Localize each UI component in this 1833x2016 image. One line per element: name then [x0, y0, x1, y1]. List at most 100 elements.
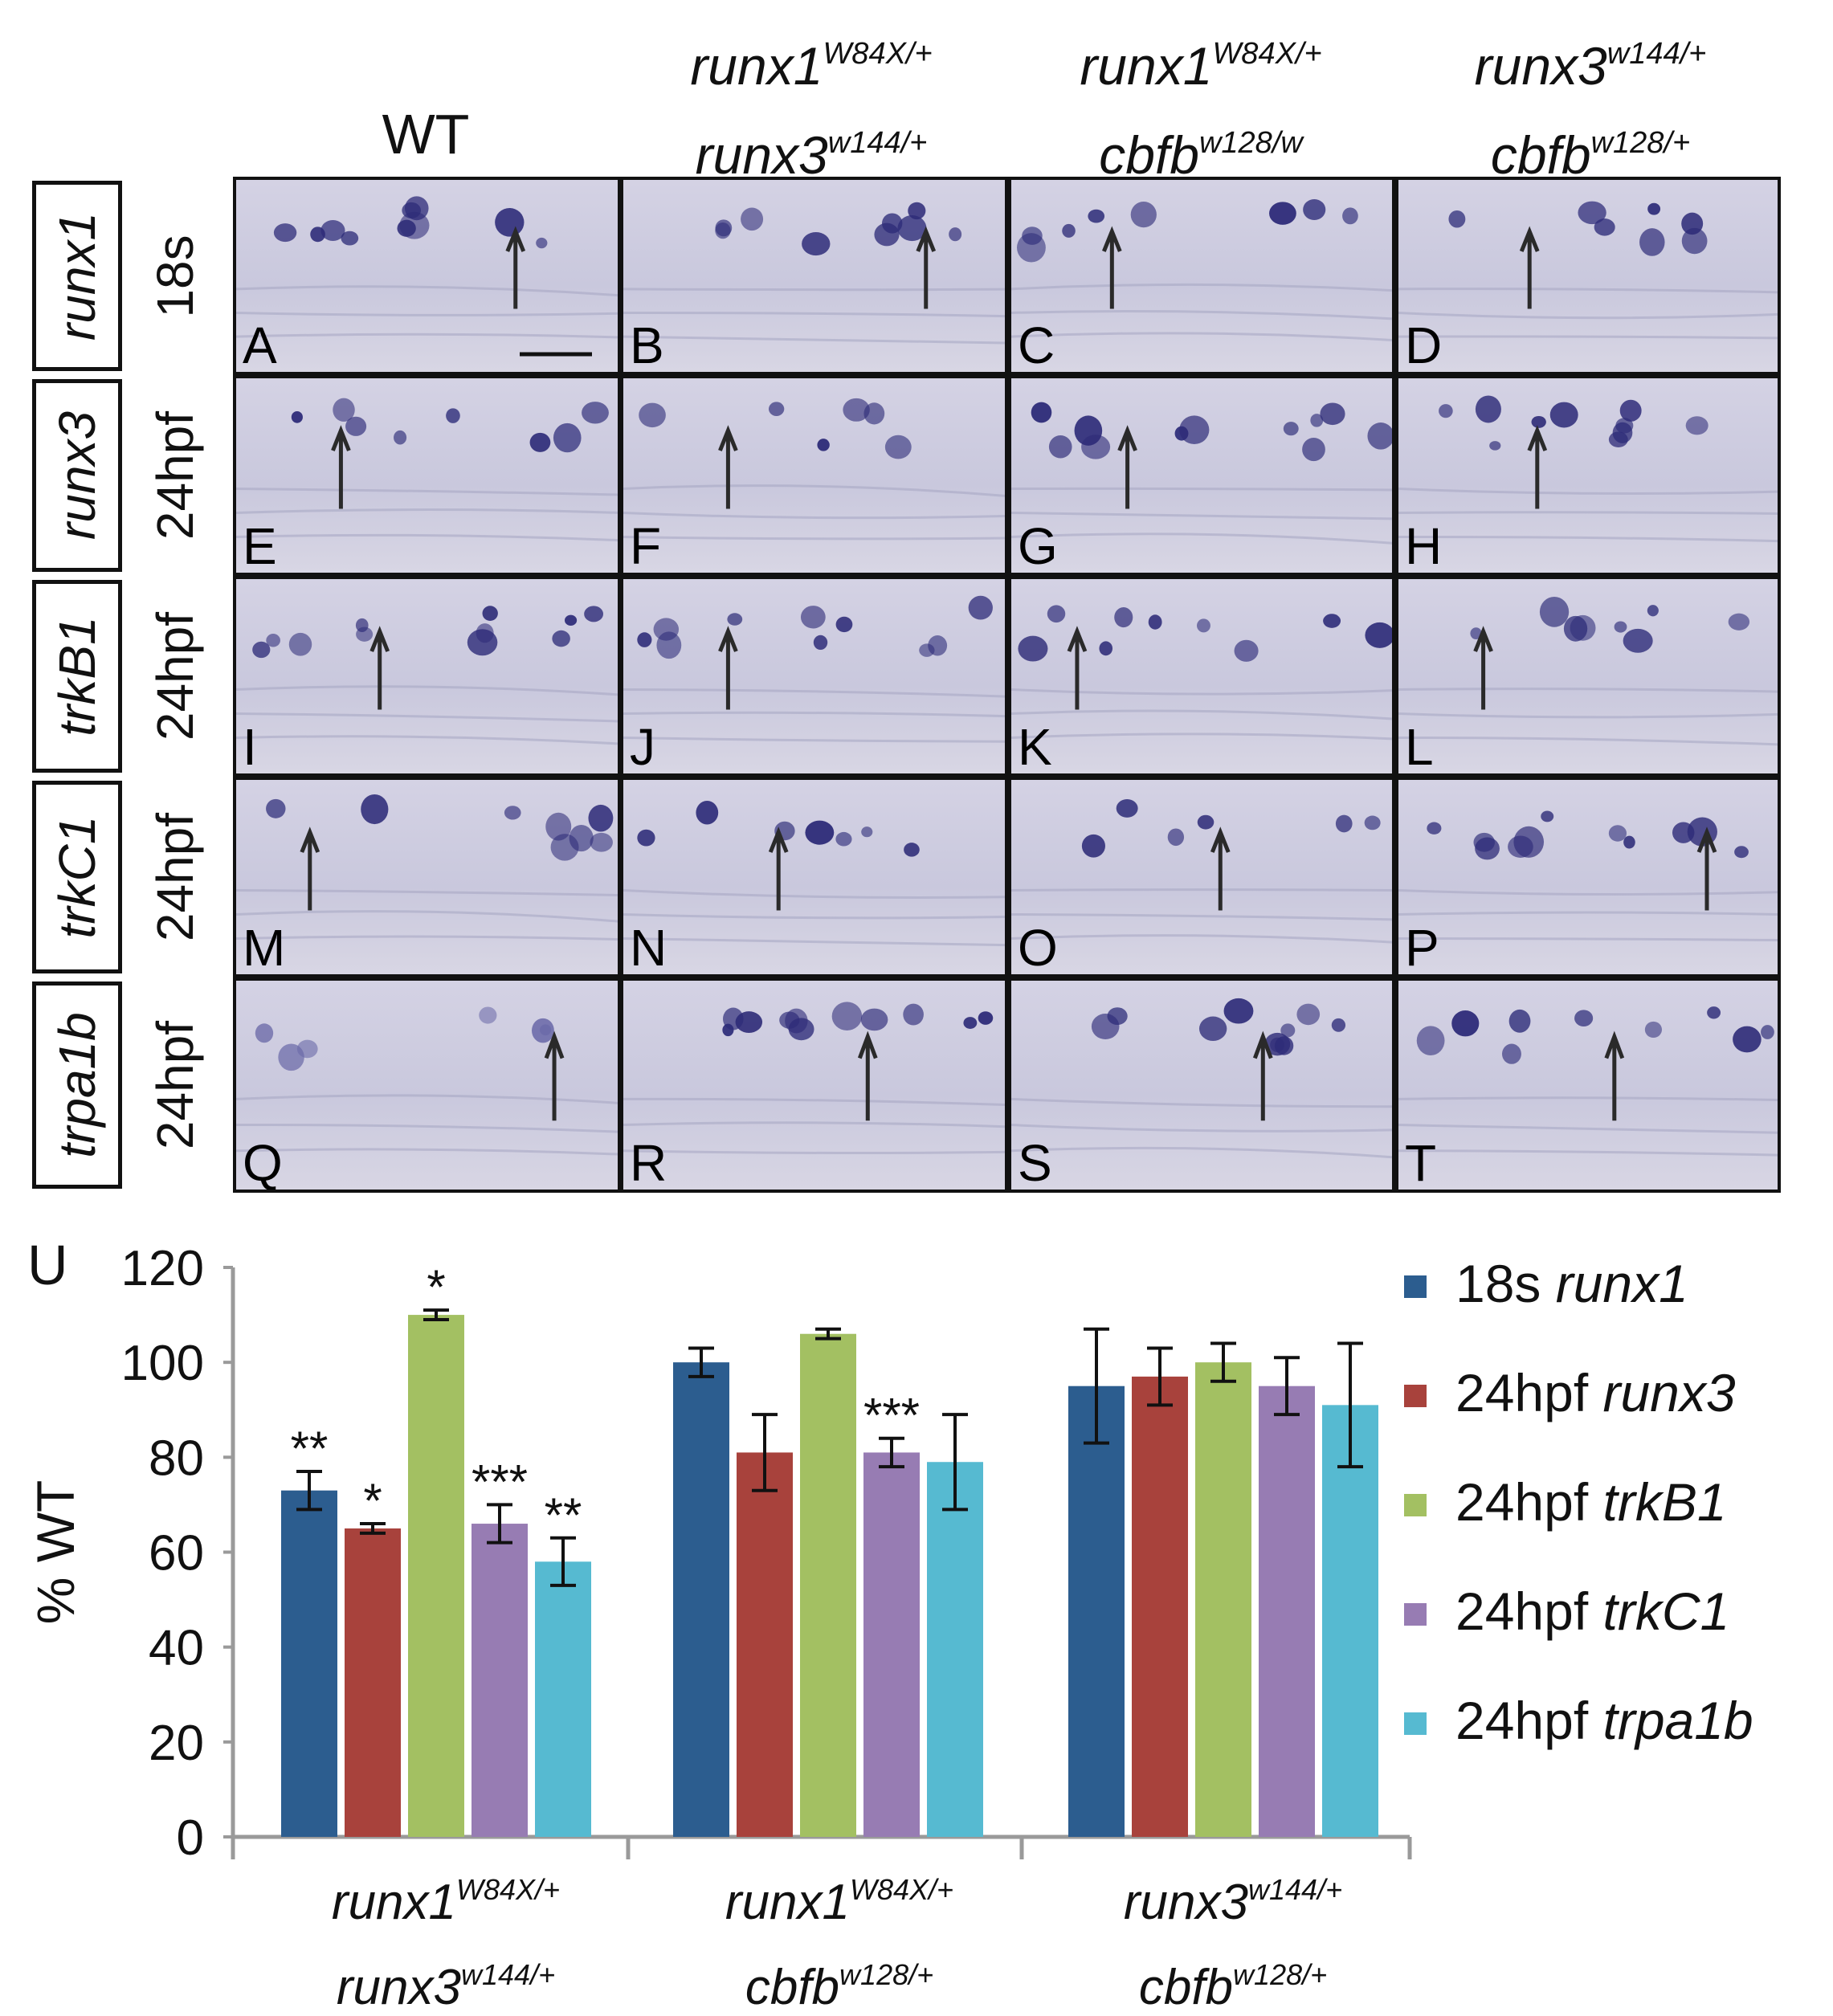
micrograph-panel-a: A: [233, 177, 621, 375]
y-axis-title: % WT: [26, 1480, 85, 1625]
row-gene-label-trkC1: trkC1: [32, 781, 122, 973]
row-stage-label: 18s: [146, 234, 204, 318]
micrograph-panel-p: P: [1395, 777, 1781, 977]
row-gene-text: trkC1: [48, 815, 106, 939]
panel-letter: C: [1018, 316, 1055, 374]
arrow-icon: [300, 826, 320, 911]
micrograph-panel-g: G: [1008, 375, 1395, 576]
arrow-icon: [1067, 626, 1088, 710]
row-gene-label-runx3: runx3: [32, 379, 122, 572]
panel-letter: M: [243, 919, 286, 977]
bar-runx3-0: [345, 1528, 401, 1837]
y-tick-label: 0: [177, 1810, 204, 1866]
bar-runx1-2: [1068, 1385, 1125, 1837]
row-gene-label-trpa1b: trpa1b: [32, 981, 122, 1189]
panel-letter: S: [1018, 1134, 1052, 1192]
chart-panel-label: U: [27, 1234, 68, 1296]
row-gene-text: trkB1: [48, 616, 106, 737]
micrograph-panel-f: F: [620, 375, 1008, 576]
column-header-allele-1: W84X/+: [1212, 37, 1322, 71]
row-stage-label: 24hpf: [146, 611, 204, 741]
row-stage-label: 24hpf: [146, 812, 204, 942]
y-tick-label: 100: [121, 1336, 204, 1391]
legend-label: 24hpf trpa1b: [1455, 1691, 1753, 1750]
bar-trkB1-0: [408, 1315, 464, 1837]
significance-marker: **: [291, 1422, 329, 1475]
micrograph-panel-j: J: [620, 576, 1008, 777]
y-tick-label: 80: [149, 1430, 204, 1486]
micrograph-panel-i: I: [233, 576, 621, 777]
column-header-allele-1: W84X/+: [823, 37, 933, 71]
column-header-gene-1: runx1: [690, 36, 823, 96]
y-tick-label: 40: [149, 1621, 204, 1676]
panel-letter: A: [243, 316, 277, 374]
panel-letter: J: [630, 718, 655, 776]
x-group-label: runx1W84X/+ runx3w144/+: [331, 1873, 561, 2015]
row-gene-label-runx1: runx1: [32, 181, 122, 371]
micrograph-panel-o: O: [1008, 777, 1395, 977]
micrograph-panel-c: C: [1008, 177, 1395, 375]
arrow-icon: [1210, 826, 1231, 911]
panel-letter: L: [1405, 718, 1434, 776]
arrow-icon: [505, 226, 526, 309]
micrograph-panel-s: S: [1008, 977, 1395, 1193]
arrow-icon: [768, 826, 789, 911]
row-gene-text: trpa1b: [48, 1012, 106, 1158]
significance-marker: ***: [863, 1389, 920, 1443]
column-header-allele-2: w144/+: [827, 126, 928, 160]
legend-swatch: [1404, 1712, 1427, 1735]
bar-runx1-0: [281, 1490, 337, 1837]
column-header-gene-2: cbfb: [1099, 125, 1199, 185]
column-header-gene-2: cbfb: [1490, 125, 1591, 185]
column-header-runx3-cbfb: runx3w144/+ cbfbw128/+: [1398, 24, 1783, 185]
micrograph-panel-b: B: [620, 177, 1008, 375]
legend-label: 24hpf runx3: [1455, 1363, 1736, 1422]
arrow-icon: [369, 626, 390, 710]
panel-letter: H: [1405, 517, 1443, 575]
panel-letter: K: [1018, 718, 1052, 776]
panel-letter: P: [1405, 919, 1439, 977]
panel-letter: E: [243, 517, 277, 575]
micrograph-panel-n: N: [620, 777, 1008, 977]
legend-label: 18s runx1: [1455, 1254, 1688, 1313]
row-gene-label-trkB1: trkB1: [32, 580, 122, 773]
micrograph-panel-h: H: [1395, 375, 1781, 576]
legend-swatch: [1404, 1275, 1427, 1298]
bar-trpa1b-0: [535, 1561, 591, 1837]
bar-trkC1-2: [1259, 1385, 1315, 1837]
column-header-allele-1: w144/+: [1606, 37, 1707, 71]
panel-letter: N: [630, 919, 667, 977]
significance-marker: ***: [472, 1455, 528, 1508]
column-header-gene-2: runx3: [695, 125, 828, 185]
arrow-icon: [718, 626, 738, 710]
panel-letter: G: [1018, 517, 1058, 575]
arrow-icon: [331, 425, 351, 509]
significance-marker: **: [545, 1488, 582, 1542]
arrow-icon: [857, 1030, 878, 1121]
y-tick-label: 120: [121, 1241, 204, 1296]
x-group-label: runx1W84X/+ cbfbw128/+: [725, 1873, 954, 2015]
panel-letter: T: [1405, 1134, 1437, 1192]
legend-label: 24hpf trkC1: [1455, 1581, 1730, 1641]
legend-swatch: [1404, 1385, 1427, 1407]
panel-letter: B: [630, 316, 664, 374]
panel-letter: R: [630, 1134, 667, 1192]
y-tick-label: 20: [149, 1716, 204, 1771]
arrow-icon: [916, 226, 937, 309]
bar-trkC1-0: [472, 1524, 528, 1837]
legend-label: 24hpf trkB1: [1455, 1472, 1727, 1532]
row-gene-text: runx3: [48, 410, 106, 541]
significance-marker: *: [427, 1260, 445, 1314]
column-header-allele-2: w128/+: [1590, 126, 1691, 160]
micrograph-panel-d: D: [1395, 177, 1781, 375]
column-header-gene-1: runx1: [1080, 36, 1213, 96]
significance-marker: *: [363, 1474, 382, 1528]
micrograph-panel-e: E: [233, 375, 621, 576]
panel-letter: D: [1405, 316, 1443, 374]
row-stage-label: 24hpf: [146, 1020, 204, 1150]
row-stage-label: 24hpf: [146, 410, 204, 541]
micrograph-panel-r: R: [620, 977, 1008, 1193]
bar-trpa1b-2: [1322, 1405, 1378, 1837]
column-header-runx1-runx3: runx1W84X/+ runx3w144/+: [618, 24, 1004, 185]
